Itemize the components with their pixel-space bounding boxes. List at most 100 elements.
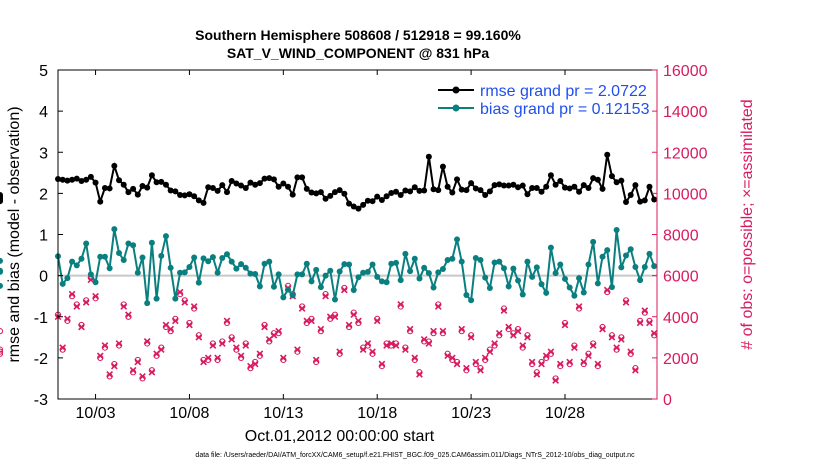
rmse-series-point: [590, 175, 597, 182]
rmse-series-point: [491, 182, 498, 189]
rmse-series-point: [242, 185, 249, 192]
obs-assimilated-marker: [92, 292, 99, 300]
bias-series-point: [529, 273, 536, 280]
legend-bias-swatch-marker: [452, 104, 460, 112]
bias-series-point: [364, 268, 371, 275]
bias-series-point: [561, 275, 568, 282]
rmse-series-point: [421, 187, 428, 194]
obs-assimilated-marker: [275, 327, 283, 335]
obs-assimilated-marker: [603, 286, 611, 294]
x-tick-label: 10/18: [357, 405, 397, 422]
bias-series-point: [632, 263, 639, 270]
obs-assimilated-marker: [322, 292, 329, 300]
rmse-series-point: [519, 182, 526, 189]
bias-series-point: [303, 260, 310, 267]
bias-series-point: [346, 261, 353, 268]
y2-tick-label: 14000: [663, 104, 708, 121]
rmse-series-point: [261, 175, 268, 182]
rmse-series-point: [191, 193, 198, 200]
bias-series-point: [604, 247, 611, 254]
rmse-series-point: [482, 192, 489, 199]
obs-assimilated-marker: [294, 346, 301, 354]
bias-series-point: [275, 271, 282, 278]
bias-series-point: [64, 275, 71, 282]
obs-assimilated-marker: [195, 333, 203, 341]
bias-series-point: [270, 283, 277, 290]
obs-assimilated-marker: [425, 340, 433, 347]
y-axis-label: rmse and bias (model - observation): [6, 106, 23, 362]
rmse-series-point: [618, 177, 625, 184]
bias-series-line: [57, 229, 656, 304]
obs-assimilated-marker: [580, 358, 588, 366]
rmse-series-point: [97, 198, 104, 205]
rmse-series-point: [294, 174, 301, 181]
rmse-series-point: [327, 192, 334, 199]
obs-assimilated-marker: [514, 327, 522, 335]
obs-possible-marker: [0, 346, 4, 353]
y-tick-label: 3: [39, 145, 48, 162]
bias-series-point: [195, 279, 202, 286]
bias-series-point: [383, 279, 390, 286]
obs-assimilated-marker: [627, 348, 635, 356]
bias-series-point: [209, 254, 216, 261]
bias-series-point: [219, 254, 226, 261]
x-tick-label: 10/28: [545, 405, 585, 422]
obs-assimilated-marker: [481, 354, 489, 362]
bias-series-point: [618, 264, 625, 271]
rmse-series-point: [308, 189, 315, 196]
bias-series-point: [256, 283, 263, 290]
bias-series-point: [613, 226, 620, 233]
obs-assimilated-marker: [176, 288, 184, 296]
rmse-series-point: [280, 180, 287, 187]
rmse-series-point: [350, 203, 357, 210]
rmse-series-point: [336, 187, 343, 194]
bias-series-point: [547, 244, 554, 251]
bias-series-point: [571, 292, 578, 299]
obs-assimilated-marker: [350, 311, 358, 319]
y-tick-label: 2: [39, 186, 48, 203]
obs-assimilated-marker: [444, 352, 451, 360]
bias-series-point: [580, 289, 587, 296]
bias-series-point: [538, 281, 545, 288]
obs-assimilated-marker: [312, 356, 320, 364]
rmse-series-point: [186, 191, 193, 198]
x-tick-label: 10/23: [451, 405, 491, 422]
rmse-series-point: [613, 179, 620, 186]
bias-series-point: [134, 269, 141, 276]
obs-assimilated-marker: [157, 346, 165, 354]
bias-series-point: [83, 240, 90, 247]
bias-series-point: [496, 258, 503, 265]
obs-assimilated-marker: [411, 354, 419, 362]
rmse-series-point: [454, 176, 461, 183]
rmse-series-point: [69, 176, 76, 183]
obs-possible-marker: [0, 348, 4, 355]
rmse-series-point: [285, 183, 292, 190]
bias-series-point: [106, 265, 113, 272]
obs-assimilated-marker: [524, 333, 531, 341]
bias-series-point: [350, 287, 357, 294]
bias-series-point: [421, 264, 428, 271]
obs-assimilated-marker: [279, 354, 287, 362]
bias-series-point: [130, 242, 137, 249]
bias-series-point: [355, 274, 362, 281]
bias-series-point: [407, 268, 414, 275]
obs-assimilated-marker: [171, 317, 179, 325]
chart-subtitle: SAT_V_WIND_COMPONENT @ 831 hPa: [226, 45, 490, 61]
bias-series-point: [69, 258, 76, 265]
bias-series-point: [623, 252, 630, 259]
obs-assimilated-marker: [613, 344, 620, 351]
obs-assimilated-marker: [519, 342, 527, 349]
y2-tick-label: 10000: [663, 186, 708, 203]
bias-series-point: [576, 275, 583, 282]
obs-assimilated-marker: [402, 346, 409, 354]
bias-series-point: [477, 256, 484, 263]
obs-assimilated-marker: [533, 370, 541, 378]
bias-series-point: [223, 251, 230, 258]
rmse-series-point: [538, 188, 545, 195]
obs-assimilated-marker: [181, 298, 189, 306]
obs-assimilated-marker: [594, 360, 602, 368]
rmse-series-point: [416, 187, 423, 194]
y-tick-label: 0: [39, 269, 48, 286]
bias-series-point: [435, 269, 442, 276]
bias-series-point: [92, 279, 99, 286]
